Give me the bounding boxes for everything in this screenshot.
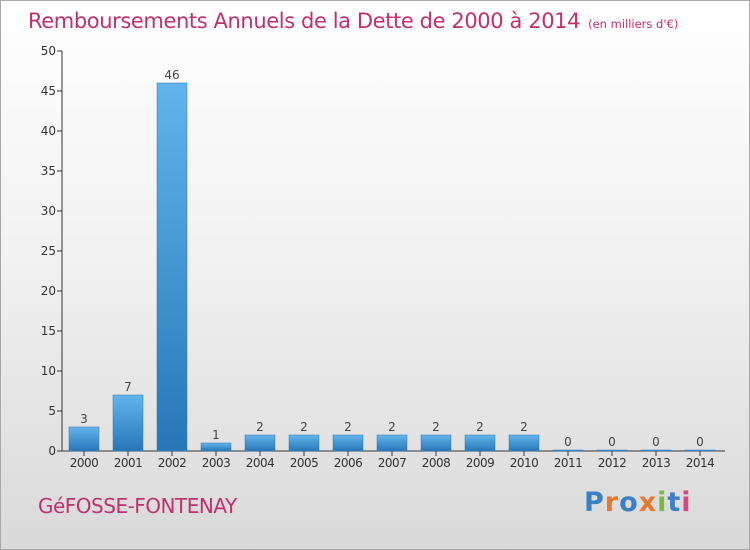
logo-letter: P <box>584 487 605 518</box>
chart-title-text: Remboursements Annuels de la Dette de 20… <box>28 9 581 33</box>
bar-2007 <box>376 434 408 452</box>
bar-2000 <box>68 426 100 452</box>
data-label-2012: 0 <box>608 435 616 449</box>
bar-2006 <box>332 434 364 452</box>
bars <box>68 82 716 452</box>
chart-title: Remboursements Annuels de la Dette de 20… <box>28 9 678 33</box>
data-labels: 3 7 46 1 2 2 2 2 2 2 2 0 0 0 0 <box>80 68 704 449</box>
data-label-2001: 7 <box>124 380 132 394</box>
data-label-2004: 2 <box>256 420 264 434</box>
x-tick-label: 2014 <box>686 456 715 470</box>
x-tick-label: 2001 <box>114 456 143 470</box>
logo-letter: t <box>667 487 682 518</box>
data-label-2002: 46 <box>164 68 179 82</box>
logo-letter: r <box>604 487 620 518</box>
data-label-2009: 2 <box>476 420 484 434</box>
data-label-2014: 0 <box>696 435 704 449</box>
bar-2008 <box>420 434 452 452</box>
bar-2011 <box>552 449 584 452</box>
x-tick-label: 2005 <box>290 456 319 470</box>
data-label-2000: 3 <box>80 412 88 426</box>
y-tick-label: 20 <box>41 284 56 298</box>
y-tick-label: 15 <box>41 324 56 338</box>
x-tick-label: 2009 <box>466 456 495 470</box>
y-tick-label: 30 <box>41 204 56 218</box>
logo-letter: i <box>681 487 692 518</box>
data-label-2003: 1 <box>212 428 220 442</box>
x-tick-label: 2004 <box>246 456 275 470</box>
data-label-2013: 0 <box>652 435 660 449</box>
bar-2009 <box>464 434 496 452</box>
logo-letter: x <box>638 487 658 518</box>
x-tick-label: 2013 <box>642 456 671 470</box>
logo-letter: o <box>619 487 639 518</box>
commune-name: GéFOSSE-FONTENAY <box>38 494 237 518</box>
data-label-2007: 2 <box>388 420 396 434</box>
logo-letter: i <box>657 487 668 518</box>
x-tick-label: 2008 <box>422 456 451 470</box>
x-tick-label: 2002 <box>158 456 187 470</box>
x-tick-label: 2003 <box>202 456 231 470</box>
x-tick-label: 2000 <box>70 456 99 470</box>
data-label-2010: 2 <box>520 420 528 434</box>
data-label-2005: 2 <box>300 420 308 434</box>
x-tick-label: 2012 <box>598 456 627 470</box>
bar-2005 <box>288 434 320 452</box>
y-tick-label: 35 <box>41 164 56 178</box>
data-label-2011: 0 <box>564 435 572 449</box>
y-tick-label: 50 <box>41 44 56 58</box>
y-tick-label: 25 <box>41 244 56 258</box>
x-axis: 2000 2001 2002 2003 2004 2005 2006 2007 2008 2009… <box>62 450 725 470</box>
bar-2003 <box>200 442 232 452</box>
y-axis: 0 5 10 15 20 25 30 35 40 45 50 <box>41 44 63 458</box>
y-tick-label: 0 <box>48 444 56 458</box>
x-tick-label: 2007 <box>378 456 407 470</box>
bar-2012 <box>596 449 628 452</box>
bar-2013 <box>640 449 672 452</box>
proxiti-logo: Proxiti <box>584 487 692 518</box>
chart-unit: (en milliers d'€) <box>588 17 679 31</box>
bar-2004 <box>244 434 276 452</box>
y-tick-label: 5 <box>48 404 56 418</box>
bar-2014 <box>684 449 716 452</box>
x-tick-label: 2006 <box>334 456 363 470</box>
data-label-2006: 2 <box>344 420 352 434</box>
y-tick-label: 45 <box>41 84 56 98</box>
y-tick-label: 40 <box>41 124 56 138</box>
bar-2010 <box>508 434 540 452</box>
data-label-2008: 2 <box>432 420 440 434</box>
bar-2001 <box>112 394 144 452</box>
bar-2002 <box>156 82 188 452</box>
x-tick-label: 2011 <box>554 456 583 470</box>
y-tick-label: 10 <box>41 364 56 378</box>
x-tick-label: 2010 <box>510 456 539 470</box>
